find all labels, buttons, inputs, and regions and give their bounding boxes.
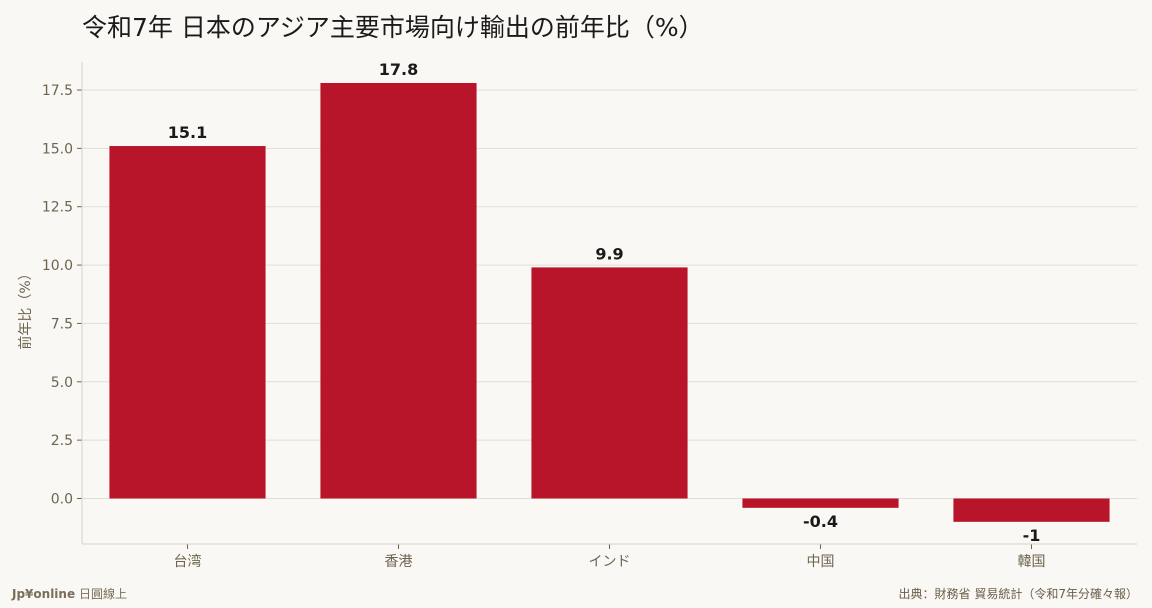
x-tick-label: インド <box>589 554 631 570</box>
x-tick-label: 台湾 <box>174 553 202 570</box>
brand-name: Jp¥online <box>12 587 76 601</box>
bar <box>109 146 266 499</box>
y-tick-label: 12.5 <box>42 200 73 216</box>
y-tick-label: 2.5 <box>51 433 73 449</box>
value-labels: 15.1 17.8 9.9 -0.4 -1 <box>168 60 1041 545</box>
x-tick-label: 香港 <box>385 554 413 570</box>
value-label: 15.1 <box>168 123 207 142</box>
source-note: 出典：財務省 貿易統計（令和7年分確々報） <box>898 587 1138 601</box>
y-tick-label: 5.0 <box>51 375 73 391</box>
bar <box>320 83 477 499</box>
y-tick-label: 7.5 <box>51 316 73 332</box>
y-tick-label: 17.5 <box>42 83 73 99</box>
y-ticks: 0.0 2.5 5.0 7.5 10.0 12.5 15.0 17.5 <box>42 83 82 507</box>
x-tick-label: 韓国 <box>1018 554 1046 570</box>
x-tick-label: 中国 <box>807 554 835 570</box>
x-ticks: 台湾 香港 インド 中国 韓国 <box>174 544 1046 570</box>
value-label: 9.9 <box>595 244 623 263</box>
y-tick-label: 15.0 <box>42 141 73 157</box>
value-label: -0.4 <box>803 512 838 531</box>
brand-footer: Jp¥online 日圓線上 <box>12 585 127 602</box>
brand-subtitle: 日圓線上 <box>78 587 127 601</box>
y-axis-label: 前年比（%） <box>17 266 34 349</box>
bars <box>109 83 1110 522</box>
bar <box>531 267 688 499</box>
y-tick-label: 0.0 <box>51 491 73 507</box>
chart-title: 令和7年 日本のアジア主要市場向け輸出の前年比（%） <box>82 13 704 42</box>
y-tick-label: 10.0 <box>42 258 73 274</box>
bar <box>953 498 1110 522</box>
bar <box>742 498 899 508</box>
value-label: 17.8 <box>379 60 418 79</box>
value-label: -1 <box>1023 526 1041 545</box>
